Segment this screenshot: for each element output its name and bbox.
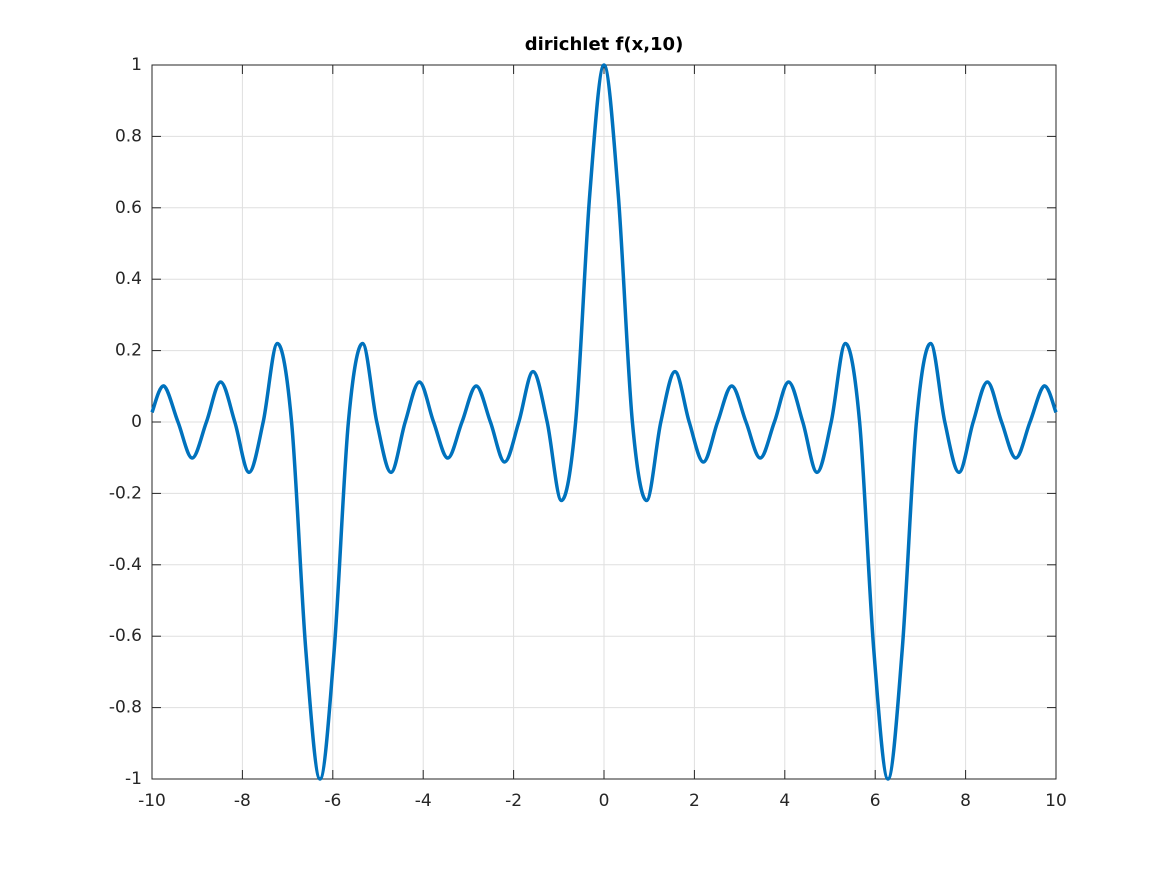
y-tick-label: 0 [131,412,142,432]
x-tick-label: 8 [960,791,971,811]
y-tick-label: -0.4 [109,555,142,575]
x-tick-label: 2 [689,791,700,811]
chart-title: dirichlet f(x,10) [525,34,684,55]
x-tick-label: 6 [870,791,881,811]
x-tick-label: -6 [324,791,341,811]
y-tick-label: -0.8 [109,698,142,718]
x-tick-label: 10 [1045,791,1067,811]
x-tick-label: -8 [234,791,251,811]
y-tick-label: 1 [131,55,142,75]
x-tick-label: 4 [779,791,790,811]
y-tick-label: -1 [125,769,142,789]
y-tick-label: -0.6 [109,626,142,646]
y-tick-label: 0.6 [115,198,142,218]
y-tick-label: 0.2 [115,341,142,361]
x-tick-label: -10 [138,791,166,811]
x-tick-label: 0 [599,791,610,811]
y-tick-label: -0.2 [109,483,142,503]
x-tick-label: -2 [505,791,522,811]
data-line [150,63,1058,781]
y-tick-label: 0.4 [115,269,142,289]
y-tick-label: 0.8 [115,126,142,146]
x-tick-label: -4 [415,791,432,811]
